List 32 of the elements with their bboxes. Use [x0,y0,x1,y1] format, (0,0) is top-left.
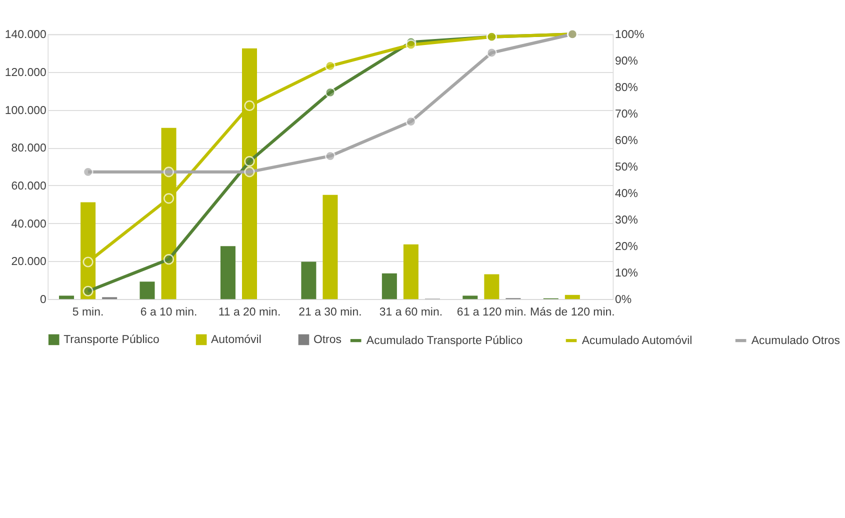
x-tick-label: 21 a 30 min. [298,306,362,318]
y-tick-label: 120.000 [4,67,46,80]
x-tick-label: 11 a 20 min. [218,306,281,318]
legend-label: Acumulado Transporte Público [366,335,523,348]
legend-label: Transporte Público [64,334,160,346]
y2-tick-label: 10% [614,268,638,280]
y2-tick-label: 50% [614,162,638,174]
x-tick-label: Más de 120 min. [530,306,615,318]
legend-label: Acumulado Otros [751,335,840,348]
x-tick-label: 5 min. [72,306,104,318]
y2-tick-label: 100% [614,29,644,42]
y-tick-label: 80.000 [11,142,46,155]
x-tick-label: 61 a 120 min. [456,306,526,318]
y2-tick-label: 20% [614,241,638,254]
y2-tick-label: 90% [614,56,638,68]
y-tick-label: 40.000 [11,218,46,230]
x-tick-label: 6 a 10 min. [140,306,198,318]
y-tick-label: 20.000 [11,256,46,268]
x-tick-label: 31 a 60 min. [379,306,443,318]
legend-label: Otros [313,334,342,346]
y2-tick-label: 30% [614,214,638,227]
y2-tick-label: 60% [614,135,638,148]
legend-label: Acumulado Automóvil [582,335,692,348]
legend-label: Automóvil [211,334,262,346]
y2-tick-label: 0% [614,294,632,306]
y-tick-label: 60.000 [11,180,46,193]
y2-tick-label: 70% [614,108,638,121]
y2-tick-label: 80% [614,82,638,94]
y2-tick-label: 40% [614,188,638,200]
y-tick-label: 0 [40,294,46,306]
y-tick-label: 140.000 [4,29,46,42]
y-tick-label: 100.000 [4,104,46,117]
